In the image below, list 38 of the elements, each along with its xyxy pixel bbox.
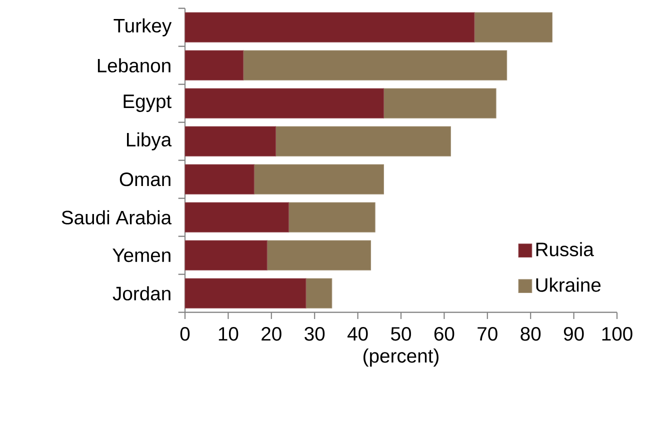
x-tick-label: 100 (602, 327, 632, 341)
bar (184, 12, 475, 42)
x-tick-label: 60 (434, 327, 454, 341)
y-tick-label: Egypt (124, 94, 172, 112)
bar (275, 126, 451, 156)
x-tick-label: 10 (218, 327, 238, 341)
bar (184, 240, 268, 270)
y-tick-label: Yemen (112, 248, 170, 262)
x-tick-label: 50 (391, 327, 411, 341)
x-tick-label: 30 (304, 327, 325, 341)
y-tick-label: Oman (120, 172, 170, 186)
x-tick-label: 80 (520, 327, 541, 341)
bar (474, 12, 552, 42)
bar (243, 50, 508, 80)
bar (184, 164, 254, 194)
bar (383, 88, 496, 118)
x-tick-label: 0 (180, 327, 190, 341)
bar (184, 126, 276, 156)
x-tick-label: 90 (564, 327, 584, 341)
bar (184, 278, 306, 308)
y-tick-label: Turkey (114, 18, 172, 36)
bar (288, 202, 376, 232)
x-tick-label: 40 (347, 327, 368, 341)
x-tick-label: 20 (262, 327, 282, 341)
y-tick-label: Libya (126, 132, 172, 150)
x-axis-title: (percent) (364, 348, 438, 367)
bar (306, 278, 332, 308)
legend-label: Russia (536, 242, 594, 256)
legend-label: Ukraine (536, 278, 601, 292)
y-tick-label: Lebanon (98, 58, 170, 72)
bar (184, 88, 384, 118)
bar (184, 202, 289, 232)
bar (254, 164, 384, 194)
x-tick-label: 70 (478, 327, 498, 341)
bar (266, 240, 372, 270)
y-tick-label: Saudi Arabia (62, 210, 172, 224)
bar (184, 50, 244, 80)
y-tick-label: Jordan (112, 286, 170, 300)
